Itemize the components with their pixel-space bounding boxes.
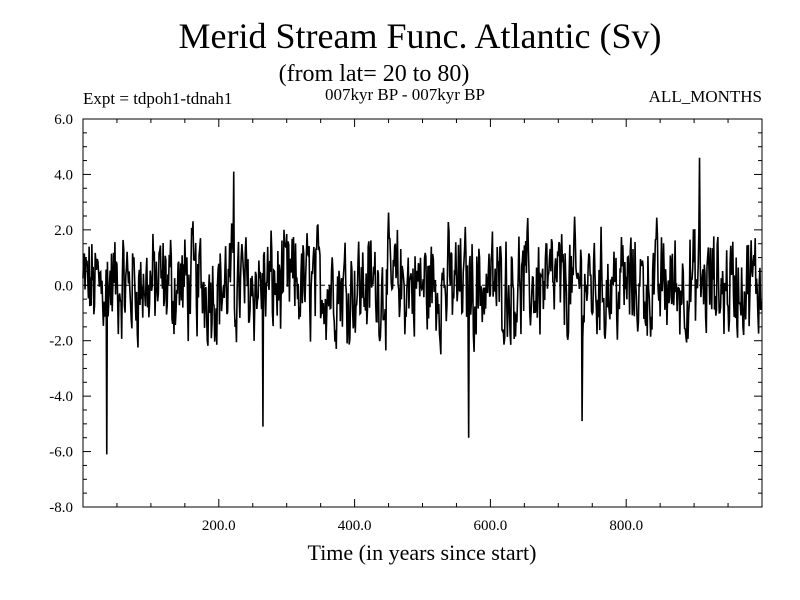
chart-title: Merid Stream Func. Atlantic (Sv) bbox=[178, 16, 662, 56]
y-tick-label: 2.0 bbox=[54, 223, 73, 239]
x-tick-label: 400.0 bbox=[338, 518, 372, 534]
y-tick-label: 4.0 bbox=[54, 167, 73, 183]
period-label: 007kyr BP - 007kyr BP bbox=[325, 85, 485, 104]
x-axis-label: Time (in years since start) bbox=[307, 540, 537, 565]
x-tick-label: 200.0 bbox=[202, 518, 236, 534]
experiment-label: Expt = tdpoh1-tdnah1 bbox=[83, 89, 233, 108]
y-tick-label: -8.0 bbox=[49, 500, 73, 516]
series-line bbox=[82, 157, 763, 455]
y-tick-label: -2.0 bbox=[49, 334, 73, 350]
y-tick-label: 0.0 bbox=[54, 278, 73, 294]
chart-subtitle: (from lat= 20 to 80) bbox=[278, 61, 470, 87]
y-tick-label: -6.0 bbox=[49, 445, 73, 461]
x-tick-label: 600.0 bbox=[474, 518, 508, 534]
x-tick-label: 800.0 bbox=[609, 518, 643, 534]
y-tick-label: 6.0 bbox=[54, 112, 73, 128]
y-tick-label: -4.0 bbox=[49, 389, 73, 405]
months-label: ALL_MONTHS bbox=[648, 87, 762, 106]
